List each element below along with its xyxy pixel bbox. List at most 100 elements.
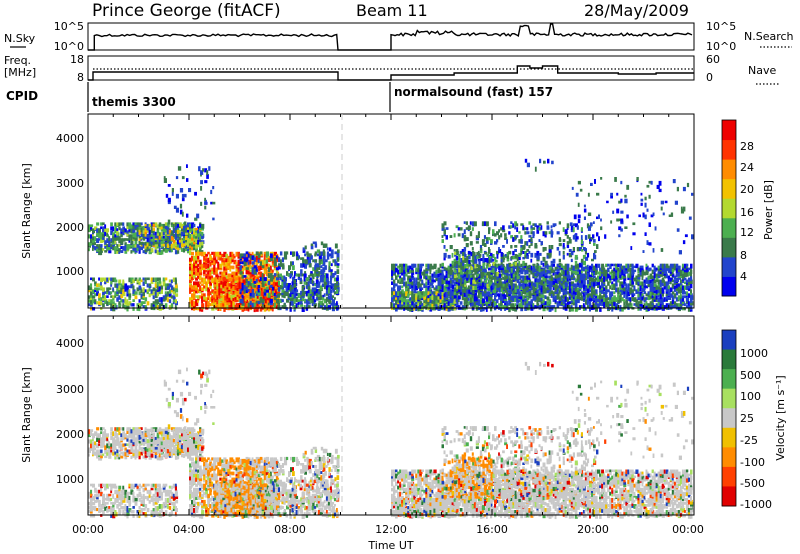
power-cell (643, 303, 646, 309)
power-cell (199, 235, 202, 240)
power-cell (401, 263, 405, 269)
power-cell (209, 303, 212, 307)
power-cell (100, 297, 103, 302)
power-cell (152, 241, 156, 246)
power-cell (223, 265, 226, 271)
power-cell (603, 297, 607, 302)
power-cell (679, 287, 682, 290)
power-cell (174, 289, 179, 293)
power-cell (451, 279, 455, 284)
power-cell (251, 292, 255, 298)
power-cell (197, 226, 200, 230)
power-cell (222, 303, 225, 307)
power-cell (180, 239, 184, 244)
power-cell (427, 301, 430, 305)
power-cell (401, 267, 405, 272)
power-cell (607, 289, 610, 293)
power-cell (475, 301, 479, 305)
power-cell (289, 287, 292, 292)
power-cell (443, 275, 447, 281)
power-cell (599, 291, 602, 295)
power-cell (669, 287, 673, 293)
power-cell (391, 263, 394, 268)
power-cell (160, 297, 163, 302)
power-cell (589, 295, 592, 300)
power-cell (431, 303, 434, 307)
power-cell (178, 222, 182, 227)
power-cell (651, 277, 655, 282)
power-cell (265, 269, 268, 275)
power-cell (172, 233, 176, 238)
power-cell (146, 283, 149, 288)
power-cell (152, 277, 155, 281)
power-cell (239, 261, 242, 264)
power-cell (205, 287, 208, 292)
power-cell (615, 269, 618, 273)
power-cell (599, 267, 601, 271)
power-cell (651, 297, 655, 302)
power-cell (160, 250, 164, 255)
power-cell (116, 289, 119, 295)
power-cell (510, 291, 513, 295)
power-cell (649, 291, 653, 296)
power-cell (611, 263, 614, 267)
power-cell (128, 289, 131, 294)
power-cell (635, 291, 638, 294)
power-cell (455, 263, 459, 269)
power-cell (685, 267, 689, 273)
power-cell (265, 263, 269, 267)
power-cell (172, 297, 176, 303)
power-cell (148, 234, 152, 238)
power-cell (144, 297, 148, 302)
power-cell (417, 267, 421, 273)
power-cell (150, 228, 153, 232)
power-cell (267, 273, 270, 278)
power-cell (261, 273, 264, 278)
power-cell (258, 283, 262, 288)
power-cell (191, 293, 194, 298)
power-cell (120, 299, 123, 303)
power-cell (189, 251, 192, 256)
power-cell (170, 230, 175, 233)
power-cell (619, 289, 622, 292)
power-cell (216, 304, 220, 308)
power-cell (296, 255, 300, 261)
power-cell (227, 273, 230, 278)
power-cell (641, 281, 644, 286)
power-cell (290, 271, 293, 276)
power-cell (496, 293, 499, 297)
power-cell (118, 281, 121, 285)
power-cell (251, 255, 255, 261)
power-cell (623, 279, 626, 284)
power-cell (669, 301, 673, 306)
power-cell (176, 223, 180, 228)
power-cell (136, 244, 140, 248)
power-cell (431, 273, 434, 277)
power-cell (114, 246, 117, 250)
power-cell (217, 275, 220, 280)
power-cell (542, 305, 546, 309)
power-cell (154, 303, 158, 308)
power-cell (257, 253, 261, 259)
power-cell (168, 279, 171, 283)
power-cell (269, 277, 274, 282)
power-cell (132, 279, 135, 283)
power-cell (647, 275, 650, 281)
power-cell (633, 293, 636, 296)
power-cell (189, 237, 192, 242)
power-cell (96, 238, 100, 243)
power-cell (570, 275, 574, 280)
power-cell (399, 293, 402, 298)
power-cell (309, 299, 312, 304)
power-cell (187, 250, 190, 254)
power-cell (214, 293, 217, 296)
power-cell (292, 261, 294, 265)
power-cell (320, 261, 324, 265)
power-cell (494, 301, 497, 306)
power-cell (395, 307, 398, 312)
power-cell (429, 269, 432, 275)
power-cell (307, 281, 310, 287)
power-cell (118, 279, 122, 284)
power-cell (114, 248, 118, 252)
power-cell (601, 297, 604, 302)
